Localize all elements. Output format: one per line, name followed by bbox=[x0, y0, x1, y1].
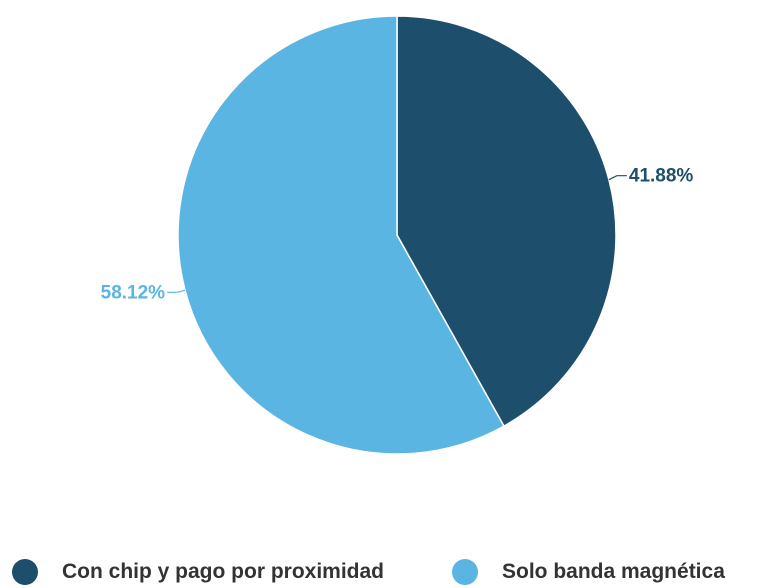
legend-item-solo-banda[interactable]: Solo banda magnética bbox=[452, 556, 725, 588]
legend: Con chip y pago por proximidad Solo band… bbox=[0, 556, 768, 588]
data-label-con-chip: 41.88% bbox=[629, 166, 694, 187]
legend-label-solo-banda: Solo banda magnética bbox=[502, 560, 725, 583]
pie-chart: 41.88% 58.12% bbox=[101, 15, 694, 455]
legend-swatch-con-chip bbox=[12, 559, 38, 585]
legend-item-con-chip[interactable]: Con chip y pago por proximidad bbox=[12, 556, 384, 588]
legend-swatch-solo-banda bbox=[452, 559, 478, 585]
pie-slice-con-chip[interactable] bbox=[396, 15, 617, 428]
legend-label-con-chip: Con chip y pago por proximidad bbox=[62, 560, 385, 583]
leader-line-solo-banda bbox=[167, 289, 186, 293]
data-label-solo-banda: 58.12% bbox=[101, 282, 166, 303]
pie-slice-solo-banda[interactable] bbox=[177, 15, 505, 455]
leader-line-con-chip bbox=[608, 175, 627, 181]
